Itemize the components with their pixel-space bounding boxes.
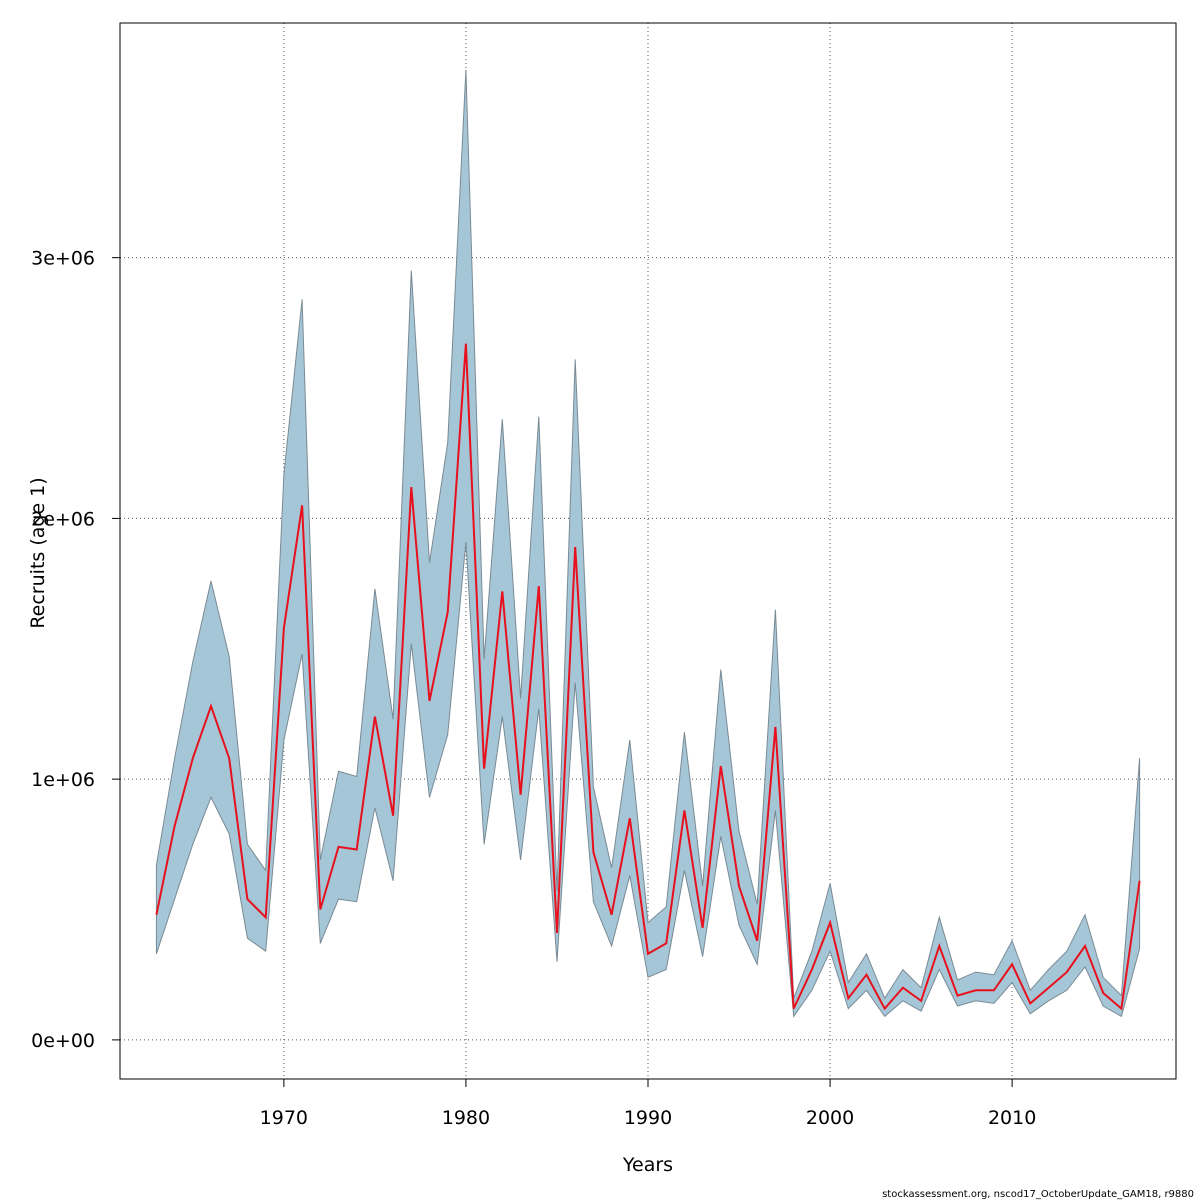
y-axis: 0e+00 1e+06 2e+06 3e+06 <box>31 248 120 1052</box>
footer-credit: stockassessment.org, nscod17_OctoberUpda… <box>882 1189 1194 1200</box>
x-tick-label: 1970 <box>260 1107 308 1129</box>
x-tick-label: 1990 <box>624 1107 672 1129</box>
x-tick-label: 1980 <box>442 1107 490 1129</box>
y-tick-label: 1e+06 <box>31 769 95 791</box>
y-tick-label: 3e+06 <box>31 248 95 270</box>
confidence-band <box>155 69 1141 1018</box>
y-axis-title: Recruits (age 1) <box>27 477 49 628</box>
x-tick-label: 2000 <box>806 1107 854 1129</box>
x-axis-title: Years <box>622 1154 673 1176</box>
y-tick-label: 0e+00 <box>31 1030 95 1052</box>
estimate-line <box>155 343 1141 1011</box>
y-tick-label: 2e+06 <box>31 508 95 530</box>
x-tick-label: 2010 <box>988 1107 1036 1129</box>
x-axis: 1970 1980 1990 2000 2010 <box>260 1079 1036 1129</box>
